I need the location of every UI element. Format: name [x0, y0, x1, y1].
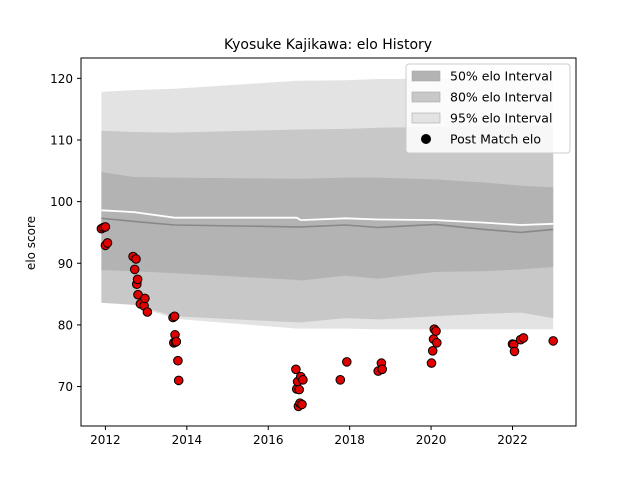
- legend-marker: [421, 134, 431, 144]
- post-match-elo-point: [142, 307, 153, 317]
- post-match-elo-point: [169, 311, 180, 322]
- legend-label: 80% elo Interval: [450, 90, 552, 105]
- post-match-elo-point: [294, 384, 305, 395]
- post-match-elo-point: [173, 375, 184, 386]
- plot-frame: [80, 57, 577, 427]
- post-match-elo-point: [377, 364, 388, 375]
- legend-label: 95% elo Interval: [450, 111, 552, 126]
- post-match-elo-point: [100, 222, 111, 232]
- post-match-elo-point: [171, 336, 182, 347]
- x-tick-label: 2022: [497, 433, 528, 447]
- x-tick-label: 2018: [334, 433, 365, 447]
- y-tick-label: 70: [58, 380, 73, 394]
- post-match-elo-point: [140, 293, 150, 304]
- x-tick-label: 2016: [253, 433, 284, 447]
- post-match-elo-point: [132, 274, 143, 285]
- x-tick-label: 2012: [90, 433, 121, 447]
- y-tick-label: 100: [50, 195, 73, 209]
- mean-elo-line: [101, 209, 554, 226]
- post-match-elo-point: [426, 358, 437, 368]
- median-elo-line: [101, 217, 554, 234]
- post-match-elo-point: [131, 254, 141, 264]
- post-match-elo-point: [298, 375, 308, 385]
- post-match-elo-point: [432, 338, 442, 348]
- post-match-elo-point: [173, 355, 183, 366]
- post-match-elo-point: [431, 326, 441, 336]
- legend-label: 50% elo Interval: [450, 69, 552, 84]
- y-tick-label: 110: [50, 133, 73, 147]
- post-match-elo-point: [291, 364, 301, 375]
- legend-swatch: [411, 70, 441, 82]
- post-match-elo-point: [518, 333, 529, 343]
- y-tick-label: 80: [58, 318, 73, 332]
- post-match-elo-point: [427, 346, 438, 356]
- post-match-elo-point: [342, 357, 352, 367]
- x-tick-label: 2014: [172, 433, 203, 447]
- legend-swatch: [411, 91, 441, 103]
- legend-box: [405, 63, 571, 154]
- axes: 2012 2014 2016 2018 2020 2022 70 80 90 100 110 120: [50, 57, 577, 447]
- legend-swatch: [411, 112, 441, 124]
- post-match-elo-point: [509, 346, 520, 357]
- post-match-elo-point: [129, 264, 140, 275]
- y-tick-label: 90: [58, 257, 73, 271]
- post-match-elo-point: [297, 399, 307, 410]
- y-tick-label: 120: [50, 72, 73, 86]
- post-match-elo-point: [102, 238, 113, 248]
- post-match-elo-point: [335, 375, 346, 385]
- x-tick-label: 2020: [416, 433, 447, 447]
- legend-label: Post Match elo: [450, 132, 541, 147]
- chart-title: Kyosuke Kajikawa: elo History: [224, 37, 432, 53]
- legend: 50% elo Interval 80% elo Interval 95% elo …: [405, 63, 571, 154]
- y-axis-title: elo score: [24, 216, 38, 270]
- post-match-elo-point: [548, 336, 559, 346]
